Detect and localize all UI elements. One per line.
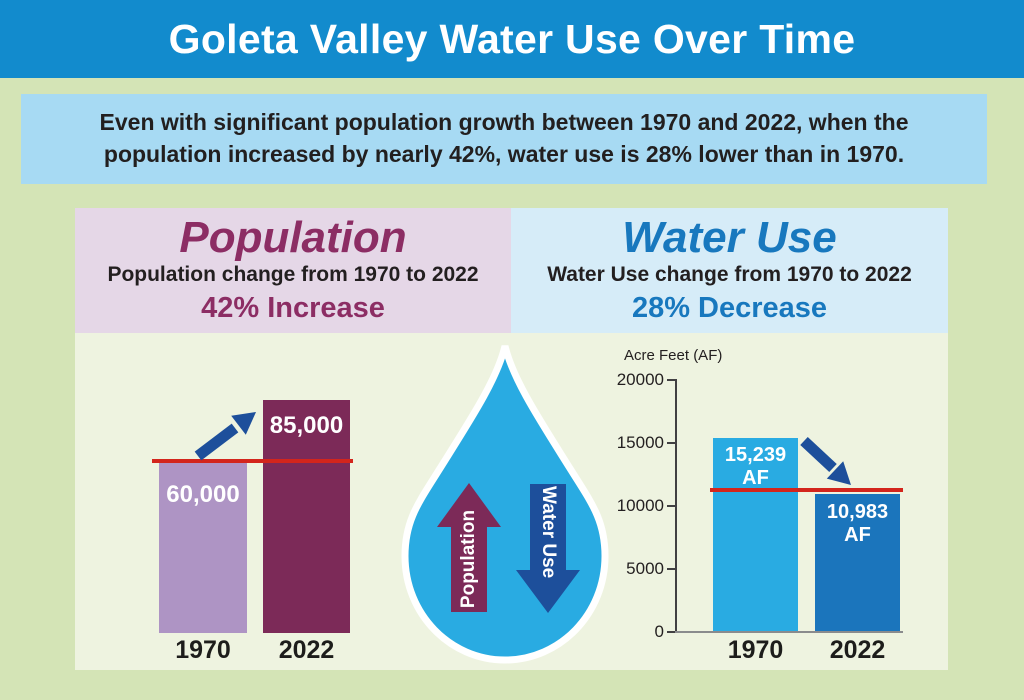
decrease-arrow-icon [800,436,851,485]
y-axis-title: Acre Feet (AF) [624,347,723,364]
water-use-bar-1970 [713,438,798,632]
water-drop-icon [401,345,609,664]
population-1970-label: 1970 [175,636,231,664]
y-tick-label-15000: 15000 [616,433,664,452]
title-banner: Goleta Valley Water Use Over Time [0,0,1024,78]
water-use-subtitle: Water Use change from 1970 to 2022 [547,263,912,287]
y-tick-0 [667,631,675,633]
y-tick-label-5000: 5000 [626,559,664,578]
population-bar-2022 [263,400,350,633]
increase-arrow-icon [194,412,256,461]
water-use-1970-value: 15,239 AF [724,444,787,489]
intro-box: Even with significant population growth … [21,94,987,184]
water-use-2022-label: 2022 [829,636,886,664]
water-use-bar-2022 [815,494,900,632]
x-axis-line [675,631,903,633]
water-use-reference-line [710,488,903,492]
population-subtitle: Population change from 1970 to 2022 [107,263,479,287]
water-use-1970-label: 1970 [727,636,784,664]
y-tick-label-0: 0 [654,622,664,641]
population-2022-value: 85,000 [269,412,344,439]
water-use-change: 28% Decrease [631,292,828,325]
population-1970-value: 60,000 [166,481,240,508]
water-use-header-panel: Water Use Water Use change from 1970 to … [511,208,948,333]
population-header-panel: Population Population change from 1970 t… [75,208,511,333]
y-tick-20000 [667,379,675,381]
population-2022-label: 2022 [278,636,335,664]
population-change: 42% Increase [201,292,385,325]
y-tick-5000 [667,568,675,570]
intro-text: Even with significant population growth … [99,109,909,167]
y-tick-10000 [667,505,675,507]
water-use-title: Water Use [622,212,837,262]
page-title: Goleta Valley Water Use Over Time [168,15,856,62]
water-use-down-arrow-icon [516,484,580,613]
y-tick-15000 [667,442,675,444]
population-up-arrow-icon [437,483,501,612]
drop-water-use-label: Water Use [538,486,559,579]
water-use-2022-value: 10,983 AF [826,501,889,546]
population-reference-line [152,459,353,463]
population-title: Population [179,212,407,262]
drop-population-label: Population [458,509,479,609]
population-bar-1970 [159,463,247,633]
y-tick-label-20000: 20000 [616,370,664,389]
y-axis-line [675,379,677,633]
y-tick-label-10000: 10000 [616,496,664,515]
